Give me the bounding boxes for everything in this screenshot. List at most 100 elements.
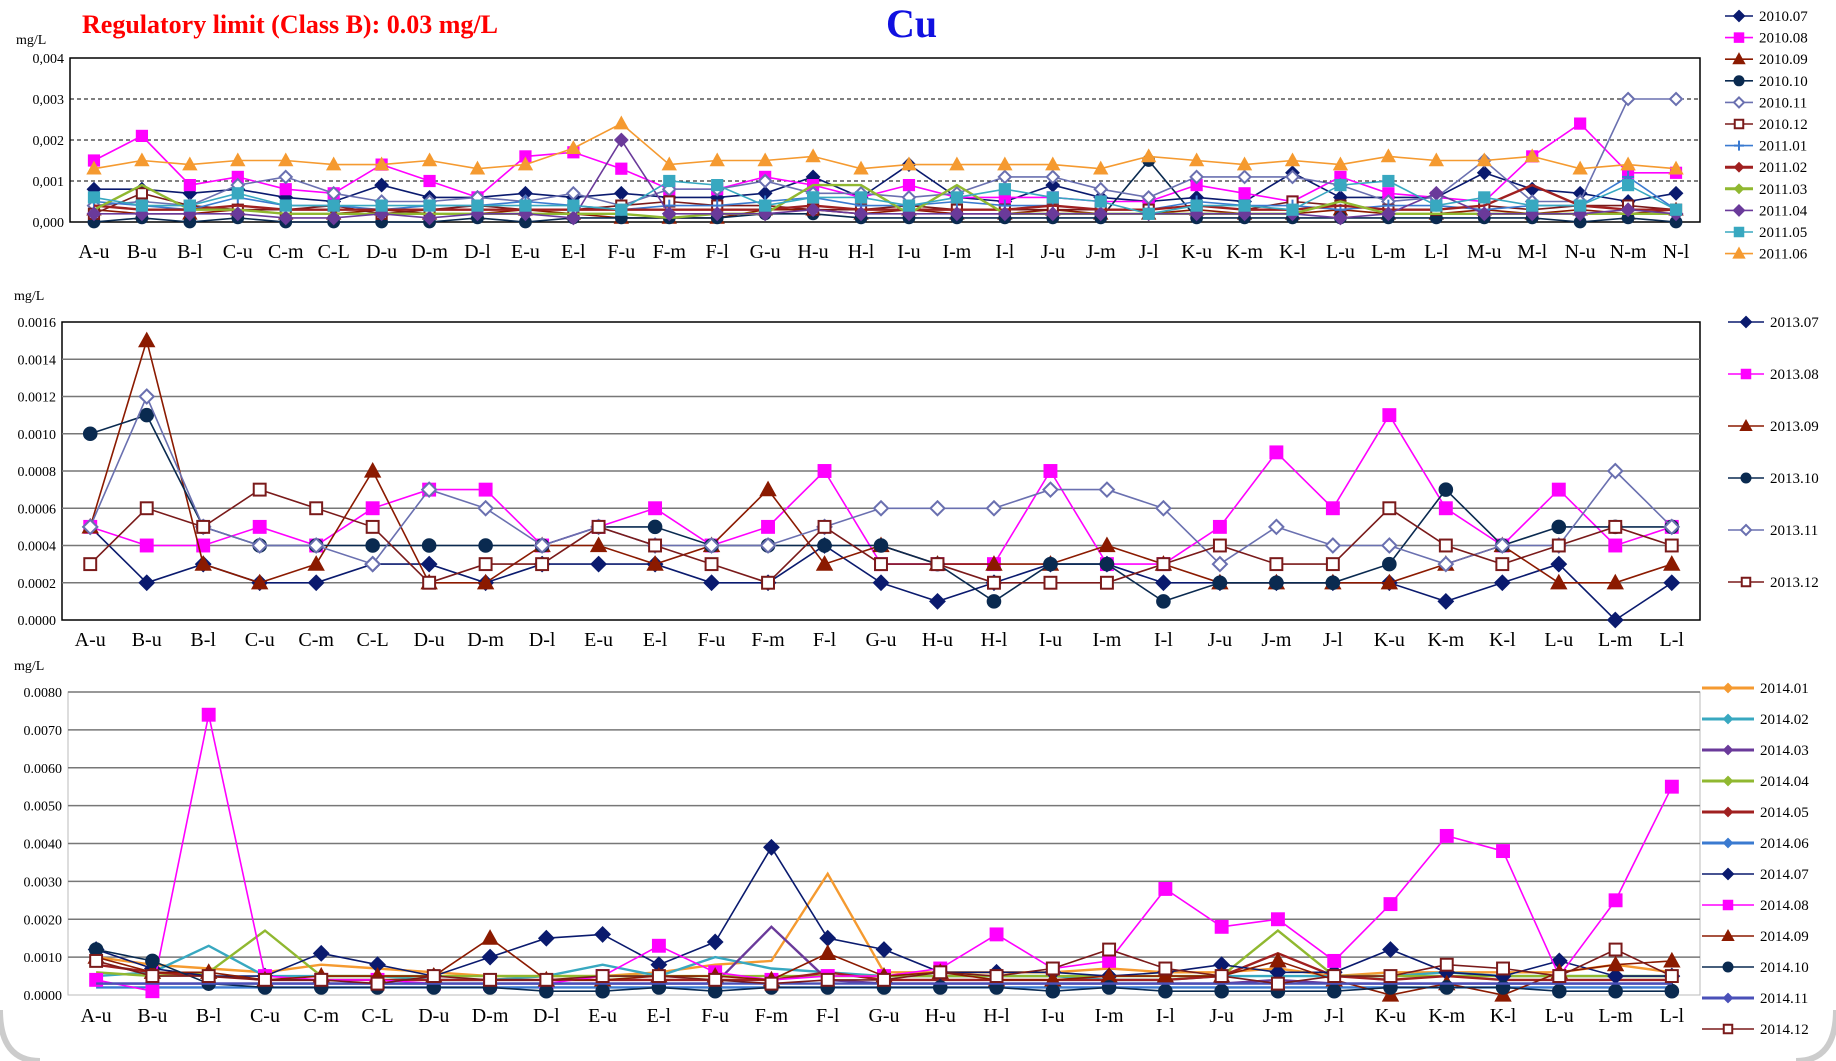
data-point: [81, 518, 99, 536]
series-line: [93, 183, 1676, 211]
data-point: [1285, 169, 1300, 185]
data-point: [761, 519, 775, 534]
data-point: [278, 210, 294, 226]
legend-entry: 2014.12: [1702, 1022, 1809, 1038]
data-point: [1606, 611, 1624, 629]
x-category-label: J-u: [1041, 241, 1065, 263]
data-point: [1098, 536, 1116, 553]
x-category-label: B-l: [190, 629, 216, 651]
legend-label: 2011.06: [1759, 247, 1808, 263]
data-point: [1236, 156, 1253, 171]
data-point: [326, 210, 342, 226]
legend-entry: 2013.09: [1728, 418, 1819, 435]
data-point: [1332, 156, 1349, 171]
data-point: [1211, 555, 1229, 573]
x-category-label: C-L: [357, 629, 389, 651]
series-2011.02: [93, 183, 1676, 211]
legend-entry: 2014.06: [1702, 836, 1809, 852]
y-tick-label: 0.0012: [18, 391, 57, 406]
data-point: [252, 519, 267, 534]
legend-marker: [1739, 523, 1753, 537]
y-tick-label: 0.0020: [24, 913, 63, 928]
data-point: [591, 519, 606, 534]
data-point: [1382, 174, 1395, 188]
x-category-label: M-l: [1517, 241, 1547, 263]
data-point: [230, 206, 246, 222]
data-point: [423, 174, 436, 188]
data-point: [1212, 575, 1228, 591]
data-point: [139, 538, 154, 553]
data-point: [590, 555, 608, 573]
data-point: [194, 555, 212, 571]
data-point: [1269, 445, 1284, 460]
data-point: [989, 969, 1004, 984]
series-line: [93, 183, 1676, 220]
data-point: [1476, 152, 1492, 167]
data-point: [1190, 199, 1203, 212]
x-category-label: L-l: [1660, 1005, 1685, 1027]
x-category-label: L-l: [1424, 241, 1449, 263]
legend-label: 2011.02: [1759, 160, 1807, 176]
data-point: [1154, 499, 1172, 517]
data-point: [1550, 555, 1568, 573]
x-category-label: K-u: [1374, 629, 1405, 651]
data-point: [1093, 181, 1109, 197]
y-tick-label: 0,003: [33, 93, 65, 108]
data-point: [661, 156, 677, 171]
x-category-label: L-m: [1598, 629, 1633, 651]
legend-entry: 2011.06: [1725, 246, 1808, 263]
legend-entry: 2010.08: [1725, 31, 1808, 47]
data-point: [1606, 462, 1624, 480]
data-point: [949, 156, 965, 171]
data-point: [998, 183, 1011, 196]
data-point: [1099, 556, 1115, 572]
data-point: [565, 140, 582, 154]
data-point: [872, 574, 890, 592]
series-line: [93, 159, 1677, 223]
data-point: [422, 575, 437, 590]
data-point: [1043, 464, 1058, 478]
data-point: [471, 199, 484, 212]
data-point: [949, 206, 965, 222]
legend-marker: [1739, 315, 1753, 329]
data-point: [1668, 91, 1684, 107]
x-category-label: F-l: [816, 1005, 840, 1027]
data-point: [307, 555, 325, 571]
data-point: [1382, 941, 1399, 958]
x-category-label: F-l: [813, 629, 837, 651]
data-point: [1046, 191, 1059, 204]
data-point: [1382, 408, 1397, 423]
data-point: [145, 953, 160, 969]
y-tick-label: 0.0050: [24, 800, 63, 815]
x-category-label: H-u: [798, 241, 829, 263]
data-point: [86, 206, 102, 222]
data-point: [145, 969, 160, 984]
data-point: [1270, 912, 1285, 927]
corner-decoration: [0, 1009, 41, 1061]
data-point: [1325, 575, 1341, 591]
data-point: [1043, 556, 1058, 572]
data-point: [88, 942, 104, 957]
legend-label: 2013.11: [1770, 523, 1818, 539]
data-point: [1188, 152, 1205, 167]
data-point: [997, 156, 1013, 171]
data-point: [874, 557, 888, 572]
data-point: [279, 199, 292, 212]
x-category-label: D-m: [467, 629, 504, 651]
x-category-label: N-l: [1663, 241, 1690, 263]
data-point: [1326, 983, 1342, 999]
legend-entry: 2013.11: [1728, 523, 1818, 539]
data-point: [1606, 955, 1625, 972]
x-category-label: C-m: [298, 629, 334, 651]
legend-entry: 2013.12: [1728, 575, 1819, 591]
data-point: [1045, 206, 1061, 222]
data-point: [1551, 538, 1566, 553]
legend-marker: [1722, 775, 1734, 787]
data-point: [648, 538, 663, 553]
x-category-label: H-l: [981, 629, 1008, 651]
data-point: [1608, 983, 1623, 999]
data-point: [703, 537, 720, 554]
y-tick-label: 0.0006: [18, 502, 57, 517]
legend-marker: [1732, 203, 1746, 217]
data-point: [901, 156, 917, 171]
